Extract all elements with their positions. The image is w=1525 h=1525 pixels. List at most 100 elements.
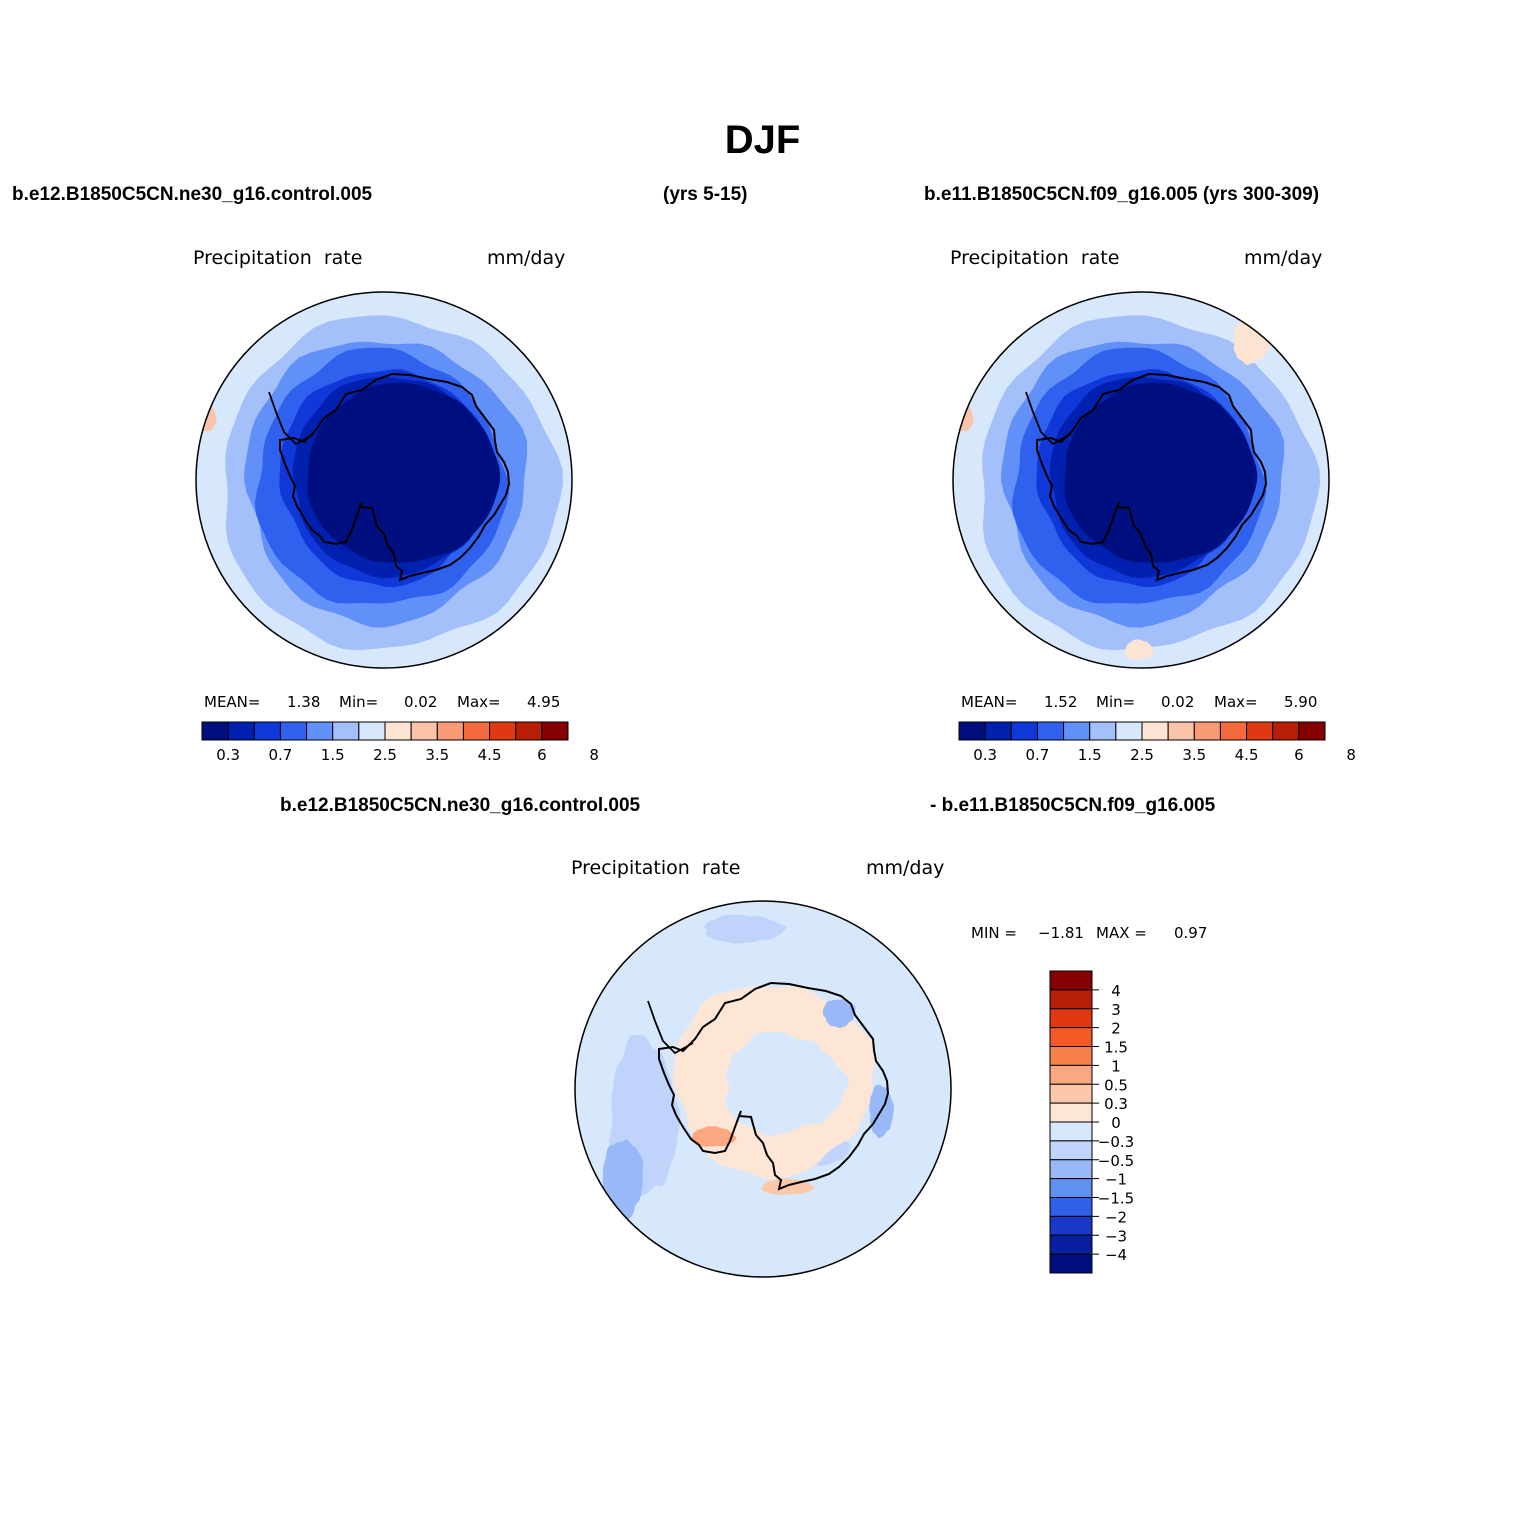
panel3-colorbar-label: 4	[1111, 982, 1121, 1000]
panel2-colorbar-label: 1.5	[1078, 746, 1102, 764]
panel3-contour-fill-6	[725, 1032, 850, 1136]
panel2-colorbar-box-4	[1063, 721, 1091, 741]
panel2-colorbar-box-10	[1219, 721, 1248, 741]
panel2-min-label: Min=	[1096, 693, 1136, 711]
panel1-min-value: 0.02	[404, 693, 438, 711]
diff-case2-name: - b.e11.B1850C5CN.f09_g16.005	[930, 795, 1216, 816]
panel3-colorbar-label: 1.5	[1104, 1039, 1128, 1057]
panel3-colorbar-label: 0	[1111, 1114, 1121, 1132]
panel1-colorbar-box-13	[541, 721, 569, 741]
panel1-field	[196, 292, 572, 668]
panel3-colorbar-box-6	[1049, 1083, 1093, 1104]
panel2-field	[953, 292, 1329, 668]
panel1-units: mm/day	[487, 247, 566, 269]
panel2-colorbar-box-0	[958, 721, 986, 741]
panel1-variable: Precipitation rate	[193, 247, 363, 269]
panel2-coastline	[1036, 372, 1268, 582]
panel3-colorbar-label: −3	[1105, 1227, 1127, 1245]
panel1-max-label: Max=	[457, 693, 501, 711]
panel3-colorbar-box-3	[1049, 1027, 1093, 1047]
panel1-colorbar-box-9	[436, 721, 464, 741]
panel2-variable: Precipitation rate	[950, 247, 1120, 269]
panel3-colorbar-box-14	[1049, 1234, 1093, 1255]
panel1-colorbar-box-11	[489, 721, 517, 741]
panel2-contour-fill-9	[1125, 639, 1155, 661]
panel3-polar-map	[574, 900, 952, 1278]
panel1-colorbar-label: 8	[589, 746, 599, 764]
panel3-colorbar-box-10	[1049, 1159, 1093, 1180]
panel3-colorbar-label: −4	[1105, 1246, 1127, 1264]
panel2-colorbar-box-5	[1089, 721, 1117, 741]
panel3-units: mm/day	[866, 857, 945, 879]
panel1-colorbar-box-3	[279, 721, 308, 741]
panel3-colorbar-label: 1	[1111, 1057, 1121, 1075]
panel2-polar-map	[952, 291, 1330, 669]
panel1-colorbar-label: 4.5	[478, 746, 502, 764]
panel3-field	[575, 901, 951, 1277]
panel3-colorbar-box-12	[1049, 1197, 1093, 1217]
panel1-colorbar-box-12	[515, 721, 543, 741]
panel3-colorbar-box-7	[1049, 1102, 1093, 1123]
panel3-colorbar-label: −0.5	[1098, 1152, 1134, 1170]
panel3-colorbar-box-1	[1049, 989, 1093, 1010]
panel3-colorbar-label: 3	[1111, 1001, 1121, 1019]
panel1-colorbar-box-4	[306, 721, 334, 741]
panel3-colorbar-label: −2	[1105, 1208, 1127, 1226]
panel2-map-boundary	[952, 291, 1330, 669]
panel3-colorbar-box-5	[1049, 1064, 1093, 1085]
panel3-colorbar-box-13	[1049, 1215, 1093, 1236]
panel3-colorbar-box-8	[1049, 1121, 1093, 1142]
panel1-colorbar-label: 2.5	[373, 746, 397, 764]
panel1-colorbar-box-2	[253, 721, 281, 741]
panel3-min-label: MIN =	[971, 924, 1017, 942]
panel1-colorbar-box-1	[227, 721, 255, 741]
panel2-colorbar-label: 3.5	[1182, 746, 1206, 764]
panel2-colorbar-label: 0.7	[1025, 746, 1049, 764]
panel1-colorbar-box-8	[410, 721, 438, 741]
panel3-colorbar-box-4	[1049, 1046, 1093, 1066]
panel1-colorbar-box-10	[462, 721, 491, 741]
panel3-colorbar-label: −1.5	[1098, 1190, 1134, 1208]
panel1-polar-map	[195, 291, 573, 669]
panel1-colorbar-label: 1.5	[321, 746, 345, 764]
diff-case1-name: b.e12.B1850C5CN.ne30_g16.control.005	[280, 795, 641, 816]
panel3-colorbar-label: −0.3	[1098, 1133, 1134, 1151]
panel3-colorbar-label: −1	[1105, 1171, 1127, 1189]
panel1-min-label: Min=	[339, 693, 379, 711]
panel2-colorbar-box-13	[1298, 721, 1326, 741]
panel1-colorbar-box-0	[201, 721, 229, 741]
panel3-colorbar-box-11	[1049, 1178, 1093, 1198]
panel3-variable: Precipitation rate	[571, 857, 741, 879]
case1-name: b.e12.B1850C5CN.ne30_g16.control.005	[12, 184, 373, 205]
panel1-colorbar-box-7	[384, 721, 412, 741]
panel1-peninsula-coastline	[268, 391, 315, 446]
panel3-peninsula-coastline	[647, 1000, 694, 1055]
panel2-max-label: Max=	[1214, 693, 1258, 711]
panel2-colorbar-box-7	[1141, 721, 1169, 741]
panel2-colorbar-box-8	[1167, 721, 1195, 741]
panel1-coastline	[279, 372, 511, 582]
panel1-max-value: 4.95	[527, 693, 561, 711]
panel1-map-boundary	[195, 291, 573, 669]
panel2-peninsula-coastline	[1025, 391, 1072, 446]
panel3-colorbar-box-2	[1049, 1008, 1093, 1029]
panel1-colorbar-box-6	[358, 721, 386, 741]
panel1-colorbar-label: 6	[537, 746, 547, 764]
panel1-colorbar: 0.3 0.7 1.5 2.5 3.5 4.5 6 8	[201, 721, 599, 764]
panel1-colorbar-label: 0.7	[268, 746, 292, 764]
panel3-max-label: MAX =	[1096, 924, 1147, 942]
panel2-colorbar-box-3	[1036, 721, 1065, 741]
panel3-colorbar-box-15	[1049, 1253, 1093, 1274]
panel3-contour-fill-9	[822, 999, 856, 1028]
panel2-colorbar-box-11	[1246, 721, 1274, 741]
panel2-mean-label: MEAN=	[961, 693, 1018, 711]
panel1-mean-label: MEAN=	[204, 693, 261, 711]
panel1-colorbar-label: 0.3	[216, 746, 240, 764]
case2-name: b.e11.B1850C5CN.f09_g16.005 (yrs 300-309…	[924, 184, 1320, 205]
panel2-units: mm/day	[1244, 247, 1323, 269]
panel3-colorbar-box-0	[1049, 970, 1093, 991]
panel1-colorbar-box-5	[332, 721, 360, 741]
panel2-colorbar-box-9	[1193, 721, 1221, 741]
panel2-colorbar: 0.3 0.7 1.5 2.5 3.5 4.5 6 8	[958, 721, 1356, 764]
case1-years: (yrs 5-15)	[663, 184, 748, 205]
